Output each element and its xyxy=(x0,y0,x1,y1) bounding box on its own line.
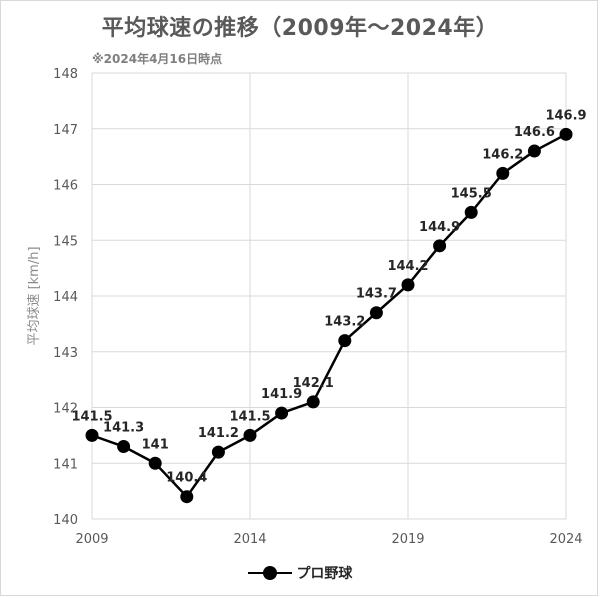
data-point xyxy=(243,428,257,442)
data-point xyxy=(527,144,541,158)
data-point xyxy=(85,428,99,442)
data-label: 143.2 xyxy=(324,315,365,330)
y-tick-label: 142 xyxy=(53,402,78,417)
data-point xyxy=(180,490,194,504)
data-point xyxy=(464,205,478,219)
line-chart: 140 141 142 143 144 145 146 147 148 2009 2014 2019 2… xyxy=(27,67,587,547)
data-label: 141.5 xyxy=(229,409,270,424)
x-tick-label: 2019 xyxy=(391,532,424,547)
data-label: 141.5 xyxy=(71,409,112,424)
y-tick-label: 143 xyxy=(53,346,78,361)
data-point xyxy=(275,406,289,420)
data-label: 145.5 xyxy=(451,186,492,201)
data-label: 142.1 xyxy=(293,376,334,391)
legend: プロ野球 xyxy=(0,563,600,583)
gridlines xyxy=(91,72,567,520)
y-tick-label: 145 xyxy=(53,234,78,249)
data-point xyxy=(148,456,162,470)
y-tick-label: 140 xyxy=(53,513,78,528)
data-label: 141.9 xyxy=(261,387,302,402)
series-layer xyxy=(85,127,573,504)
axes: 140 141 142 143 144 145 146 147 148 2009 2014 2019 2… xyxy=(53,67,582,547)
data-label: 146.6 xyxy=(514,125,555,140)
data-point xyxy=(338,334,352,348)
data-label: 143.7 xyxy=(356,287,397,302)
data-point xyxy=(433,239,447,253)
legend-series-label: プロ野球 xyxy=(296,566,353,582)
data-label: 141.3 xyxy=(103,421,144,436)
data-point xyxy=(559,127,573,141)
data-label: 140.4 xyxy=(166,471,207,486)
chart-title: 平均球速の推移（2009年～2024年） xyxy=(101,16,499,41)
x-tick-label: 2024 xyxy=(549,532,582,547)
y-tick-label: 141 xyxy=(53,457,78,472)
data-label: 146.2 xyxy=(482,147,523,162)
y-tick-label: 144 xyxy=(53,290,78,305)
data-labels: 141.5141.3141140.4141.2141.5141.9142.114… xyxy=(71,108,586,485)
data-point xyxy=(211,445,225,459)
y-tick-label: 146 xyxy=(53,179,78,194)
data-label: 144.9 xyxy=(419,220,460,235)
chart-note: ※2024年4月16日時点 xyxy=(92,52,223,66)
data-label: 141 xyxy=(142,437,169,452)
data-point xyxy=(401,278,415,292)
data-point xyxy=(369,306,383,320)
data-label: 144.2 xyxy=(387,259,428,274)
data-point xyxy=(496,166,510,180)
y-tick-label: 147 xyxy=(53,123,78,138)
data-label: 146.9 xyxy=(545,108,586,123)
y-axis-label: 平均球速 [km/h] xyxy=(27,246,42,345)
x-tick-label: 2014 xyxy=(233,532,266,547)
data-point xyxy=(306,395,320,409)
series-line xyxy=(91,133,567,498)
legend-line-marker-icon xyxy=(247,566,292,580)
data-point xyxy=(117,440,131,454)
x-tick-label: 2009 xyxy=(75,532,108,547)
data-label: 141.2 xyxy=(198,426,239,441)
y-tick-label: 148 xyxy=(53,67,78,82)
